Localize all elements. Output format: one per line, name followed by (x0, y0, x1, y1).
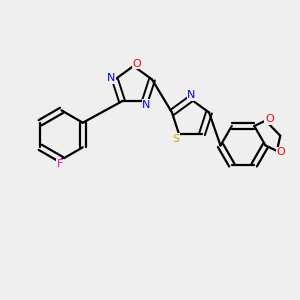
Text: F: F (57, 159, 63, 169)
Text: O: O (276, 147, 285, 158)
Text: O: O (132, 58, 141, 69)
Text: O: O (265, 114, 274, 124)
Text: N: N (187, 90, 196, 100)
Text: S: S (172, 134, 180, 144)
Text: N: N (107, 73, 115, 83)
Text: N: N (142, 100, 151, 110)
